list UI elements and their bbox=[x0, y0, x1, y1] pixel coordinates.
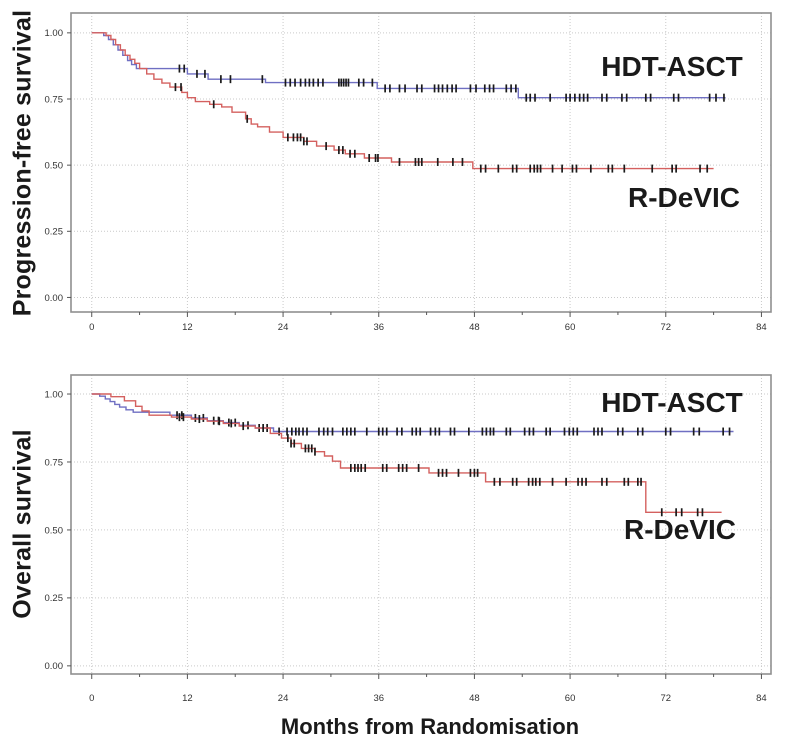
pfs-panel-x-tick-label: 0 bbox=[89, 322, 94, 333]
os-panel-y-tick-label: 0.50 bbox=[45, 525, 64, 536]
pfs-panel-x-tick-label: 72 bbox=[660, 322, 671, 333]
os-panel-y-tick-label: 0.25 bbox=[45, 593, 64, 604]
os-panel-x-tick-label: 36 bbox=[373, 693, 384, 704]
os-panel-axis-ticks bbox=[67, 393, 762, 679]
censor-marks-hdt-asct bbox=[176, 411, 731, 436]
pfs-panel: 0 12 24 36 48 60 72 84 0.00 0.25 0.50 0.75 1.00 bbox=[45, 12, 772, 333]
pfs-panel-x-tick-label: 84 bbox=[756, 322, 767, 333]
pfs-panel-y-tick-label: 1.00 bbox=[45, 28, 64, 39]
pfs-panel-border bbox=[70, 12, 772, 313]
pfs-panel-y-tick-label: 0.50 bbox=[45, 160, 64, 171]
survival-curve-hdt-asct bbox=[91, 393, 734, 433]
os-panel-x-tick-label: 72 bbox=[660, 693, 671, 704]
survival-curve-r-devic bbox=[91, 32, 714, 170]
pfs-panel-x-tick-label: 24 bbox=[278, 322, 289, 333]
os-panel-tick-labels: 0 12 24 36 48 60 72 84 0.00 0.25 0.50 0.75 1.00 bbox=[45, 389, 767, 704]
os-panel-x-tick-label: 48 bbox=[469, 693, 480, 704]
os-panel-x-tick-label: 12 bbox=[182, 693, 193, 704]
os-panel-x-tick-label: 24 bbox=[278, 693, 289, 704]
pfs-panel-axis-ticks bbox=[67, 32, 762, 317]
survival-curve-r-devic bbox=[91, 393, 722, 513]
os-panel-gridlines bbox=[71, 375, 771, 674]
os-panel: 0 12 24 36 48 60 72 84 0.00 0.25 0.50 0.75 1.00 bbox=[45, 374, 772, 704]
pfs-panel-tick-labels: 0 12 24 36 48 60 72 84 0.00 0.25 0.50 0.75 1.00 bbox=[45, 28, 767, 333]
pfs-panel-x-tick-label: 12 bbox=[182, 322, 193, 333]
survival-curve-hdt-asct bbox=[91, 32, 726, 99]
pfs-panel-y-tick-label: 0.25 bbox=[45, 227, 64, 238]
pfs-panel-gridlines bbox=[71, 13, 771, 312]
censor-marks-hdt-asct bbox=[178, 64, 725, 102]
pfs-panel-x-tick-label: 36 bbox=[373, 322, 384, 333]
os-panel-border bbox=[70, 374, 772, 675]
os-panel-x-tick-label: 60 bbox=[565, 693, 576, 704]
os-panel-y-tick-label: 0.75 bbox=[45, 457, 64, 468]
os-panel-y-tick-label: 0.00 bbox=[45, 661, 64, 672]
os-panel-x-tick-label: 0 bbox=[89, 693, 94, 704]
os-panel-x-tick-label: 84 bbox=[756, 693, 767, 704]
pfs-panel-y-tick-label: 0.75 bbox=[45, 94, 64, 105]
pfs-panel-x-tick-label: 60 bbox=[565, 322, 576, 333]
censor-marks-r-devic bbox=[178, 413, 704, 517]
os-panel-y-tick-label: 1.00 bbox=[45, 389, 64, 400]
pfs-panel-y-tick-label: 0.00 bbox=[45, 293, 64, 304]
censor-marks-r-devic bbox=[174, 83, 709, 173]
pfs-panel-x-tick-label: 48 bbox=[469, 322, 480, 333]
